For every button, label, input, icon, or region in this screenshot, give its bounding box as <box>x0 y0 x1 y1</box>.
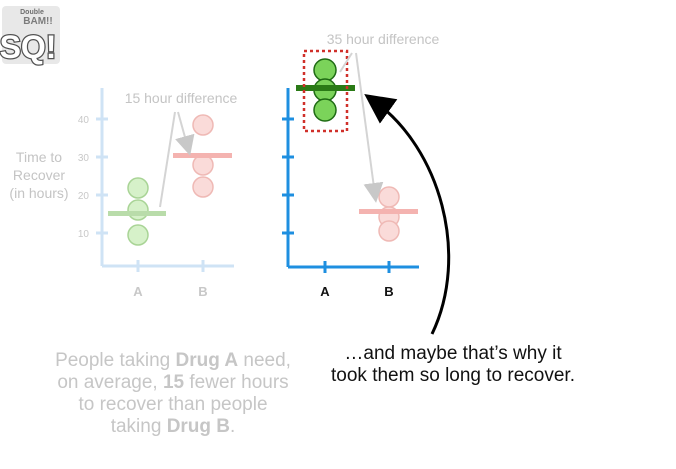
drug-a-mean-line <box>296 85 355 91</box>
left-ylabel-line: (in hours) <box>9 185 68 201</box>
right-xtick-label: A <box>320 284 330 299</box>
caption-left: People taking Drug A need, on average, 1… <box>34 350 312 438</box>
left-ytick-label: 40 <box>78 115 90 126</box>
drug-b-point <box>378 186 400 208</box>
drug-b-mean-line <box>173 153 232 158</box>
drug-a-point <box>127 199 149 221</box>
left-ytick-label: 20 <box>78 191 90 202</box>
caption-right: …and maybe that’s why it took them so lo… <box>306 343 600 387</box>
caption-left-line: People taking Drug A need, <box>55 350 291 371</box>
caption-right-line: took them so long to recover. <box>331 365 575 386</box>
left-ylabel-line: Recover <box>13 167 65 183</box>
logo-mid-text: BAM!! <box>23 16 52 27</box>
drug-b-point <box>192 176 214 198</box>
drug-b-point <box>378 220 400 242</box>
left-ytick-label: 10 <box>78 229 90 240</box>
left-annotation: 15 hour difference <box>125 90 238 106</box>
right-xtick-label: B <box>384 284 393 299</box>
drug-a-point <box>127 177 149 199</box>
callout-arrow <box>364 94 451 335</box>
caption-right-line: …and maybe that’s why it <box>344 343 562 364</box>
left-xtick-label: A <box>133 284 143 299</box>
right-plot: A B 35 hour difference <box>282 31 440 299</box>
caption-left-line: taking Drug B. <box>110 416 236 437</box>
left-annotation-pointer <box>159 111 176 208</box>
drug-a-mean-line <box>108 211 166 216</box>
logo-top-text: Double <box>20 9 44 16</box>
left-annotation-pointer <box>175 111 195 156</box>
left-xtick-label: B <box>198 284 207 299</box>
highlight-box <box>302 49 349 133</box>
drug-a-point <box>313 58 337 82</box>
drug-a-point <box>313 98 337 122</box>
left-plot: 40 30 20 10 Time to Recover (in hours) A… <box>9 88 238 299</box>
drug-a-point <box>127 224 149 246</box>
right-annotation-pointer <box>339 52 353 73</box>
left-ylabel-line: Time to <box>16 149 62 165</box>
right-annotation: 35 hour difference <box>327 31 440 47</box>
left-ytick-label: 30 <box>78 153 90 164</box>
drug-b-mean-line <box>359 209 418 214</box>
caption-left-line: on average, 15 fewer hours <box>57 372 289 393</box>
right-annotation-pointer <box>355 52 384 203</box>
caption-left-line: to recover than people <box>78 394 268 415</box>
logo-letters: SQ! <box>0 29 56 65</box>
logo: Double BAM!! SQ! <box>0 6 60 66</box>
drug-b-point <box>192 114 214 136</box>
